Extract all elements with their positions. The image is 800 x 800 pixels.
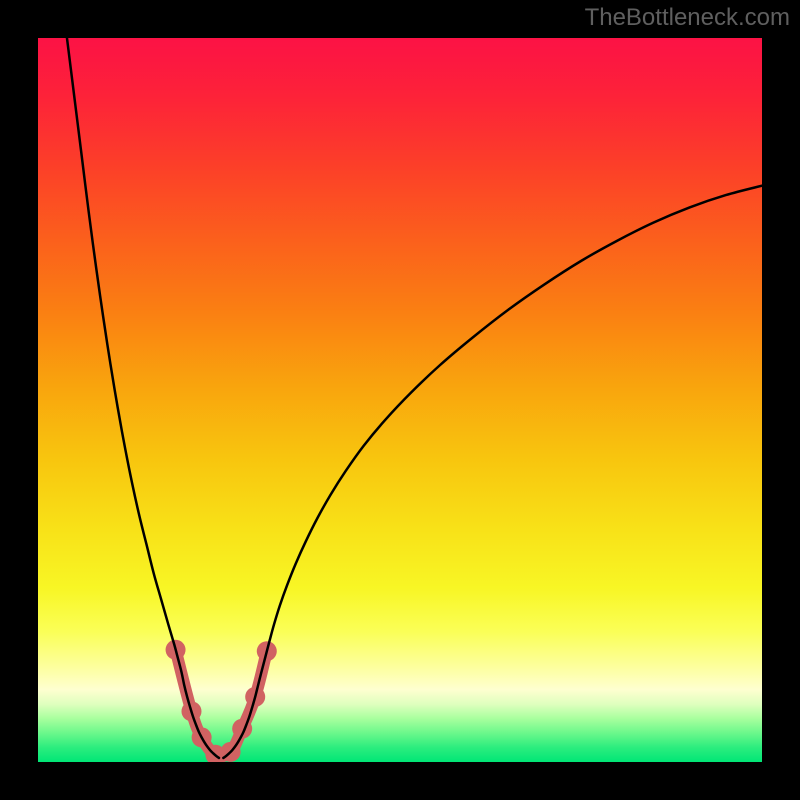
chart-svg (0, 0, 800, 800)
watermark-text: TheBottleneck.com (585, 4, 790, 32)
bottleneck-chart: TheBottleneck.com (0, 0, 800, 800)
chart-gradient-bg (38, 38, 762, 762)
